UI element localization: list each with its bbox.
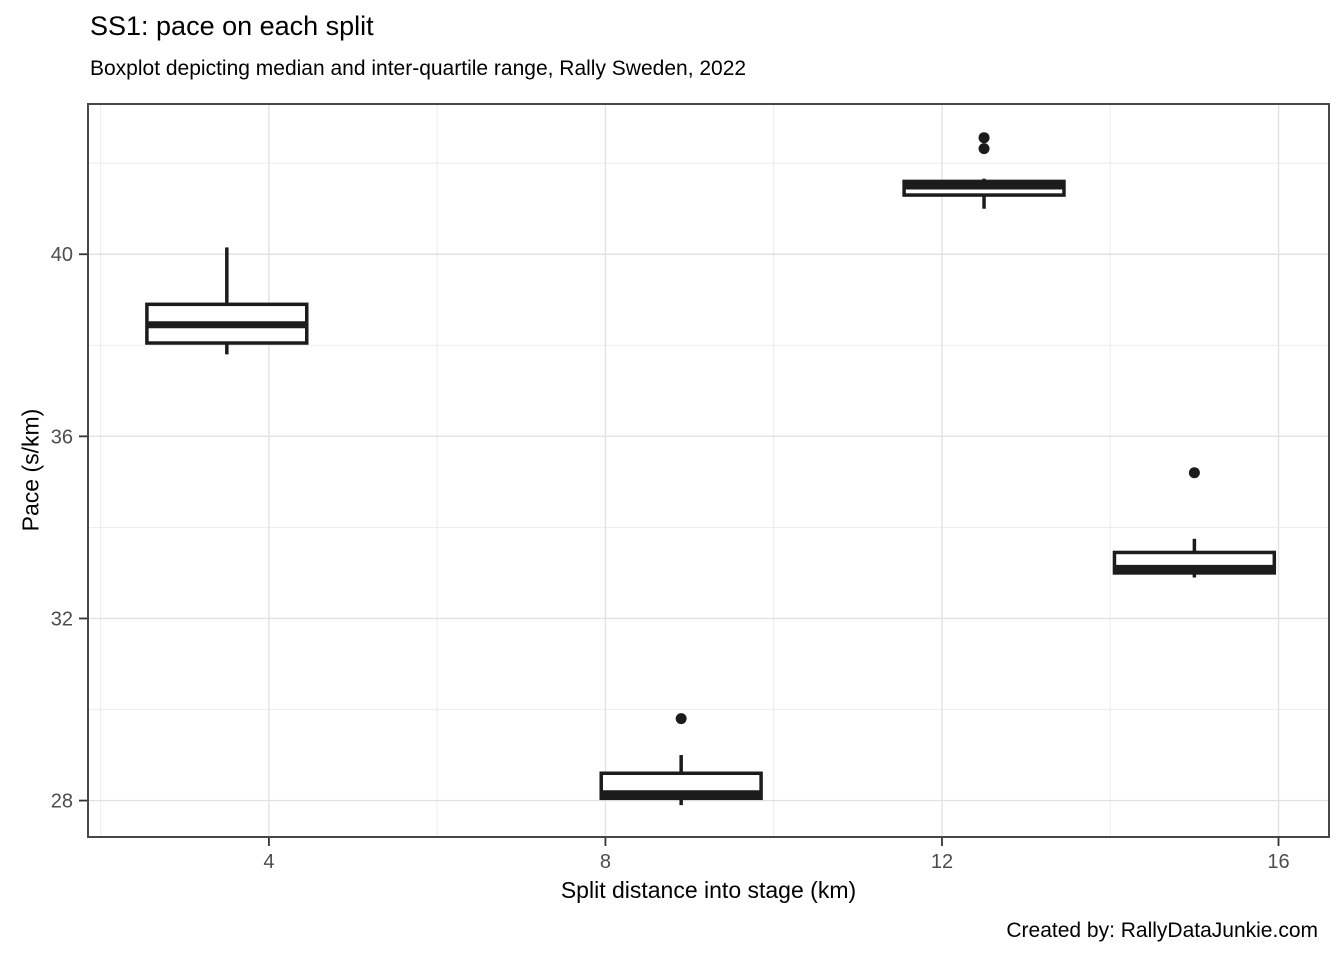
- y-tick-label: 28: [51, 791, 73, 813]
- chart-title: SS1: pace on each split: [90, 11, 374, 41]
- outlier-point: [1188, 467, 1200, 479]
- x-axis-title: Split distance into stage (km): [560, 877, 857, 903]
- chart-subtitle: Boxplot depicting median and inter-quart…: [90, 57, 747, 80]
- x-tick-label: 16: [1267, 851, 1289, 873]
- chart-caption: Created by: RallyDataJunkie.com: [1006, 919, 1318, 942]
- x-tick-label: 4: [263, 851, 274, 873]
- outlier-point: [978, 132, 990, 144]
- outlier-point: [978, 143, 990, 155]
- x-tick-label: 8: [600, 851, 611, 873]
- y-tick-label: 36: [51, 426, 73, 448]
- x-tick-label: 12: [931, 851, 953, 873]
- y-axis-title: Pace (s/km): [17, 408, 44, 532]
- y-tick-label: 32: [51, 608, 73, 630]
- y-tick-label: 40: [51, 244, 73, 266]
- panel-background: [88, 104, 1329, 837]
- outlier-point: [675, 713, 687, 725]
- panel-border: [87, 103, 1330, 838]
